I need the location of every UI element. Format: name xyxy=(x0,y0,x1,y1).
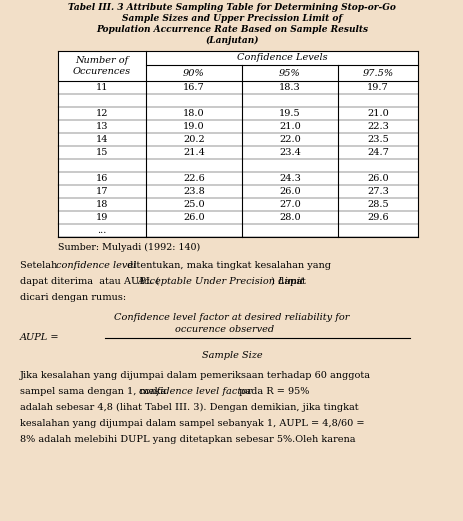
Text: 18: 18 xyxy=(95,200,108,209)
Text: adalah sebesar 4,8 (lihat Tabel III. 3). Dengan demikian, jika tingkat: adalah sebesar 4,8 (lihat Tabel III. 3).… xyxy=(20,403,358,412)
Text: AUPL =: AUPL = xyxy=(20,332,63,341)
Text: 23.8: 23.8 xyxy=(183,187,205,196)
Text: 28.0: 28.0 xyxy=(279,213,300,222)
Text: 27.3: 27.3 xyxy=(366,187,388,196)
Text: 19.7: 19.7 xyxy=(366,83,388,92)
Text: Jika kesalahan yang dijumpai dalam pemeriksaan terhadap 60 anggota: Jika kesalahan yang dijumpai dalam pemer… xyxy=(20,371,370,380)
Bar xyxy=(58,51,417,237)
Text: 19.0: 19.0 xyxy=(183,122,204,131)
Text: 22.3: 22.3 xyxy=(366,122,388,131)
Text: 97.5%: 97.5% xyxy=(362,68,393,78)
Text: 25.0: 25.0 xyxy=(183,200,204,209)
Text: 28.5: 28.5 xyxy=(366,200,388,209)
Text: ...: ... xyxy=(97,226,106,235)
Text: 26.0: 26.0 xyxy=(183,213,204,222)
Text: Sample Sizes and Upper Precission Limit of: Sample Sizes and Upper Precission Limit … xyxy=(122,14,341,23)
Text: 18.0: 18.0 xyxy=(183,109,204,118)
Text: 23.5: 23.5 xyxy=(366,135,388,144)
Text: Sample Size: Sample Size xyxy=(201,351,262,360)
Text: 24.7: 24.7 xyxy=(366,148,388,157)
Text: 23.4: 23.4 xyxy=(278,148,300,157)
Text: 13: 13 xyxy=(95,122,108,131)
Text: Confidence level factor at desired reliability for: Confidence level factor at desired relia… xyxy=(114,313,349,322)
Text: (Lanjutan): (Lanjutan) xyxy=(205,36,258,45)
Text: 19: 19 xyxy=(95,213,108,222)
Text: confidence level factor: confidence level factor xyxy=(139,387,251,396)
Text: 17: 17 xyxy=(95,187,108,196)
Text: confidence level: confidence level xyxy=(56,261,136,270)
Text: Population Accurrence Rate Based on Sample Results: Population Accurrence Rate Based on Samp… xyxy=(96,25,367,34)
Text: ) dapat: ) dapat xyxy=(270,277,305,286)
Text: 24.3: 24.3 xyxy=(278,174,300,183)
Text: 15: 15 xyxy=(95,148,108,157)
Text: 22.6: 22.6 xyxy=(183,174,205,183)
Text: 16: 16 xyxy=(95,174,108,183)
Text: 26.0: 26.0 xyxy=(279,187,300,196)
Text: dapat diterima  atau AUPL (: dapat diterima atau AUPL ( xyxy=(20,277,162,286)
Text: occurence observed: occurence observed xyxy=(175,325,274,334)
Text: Tabel III. 3 Attribute Sampling Table for Determining Stop-or-Go: Tabel III. 3 Attribute Sampling Table fo… xyxy=(68,3,395,12)
Text: 11: 11 xyxy=(95,83,108,92)
Text: 21.4: 21.4 xyxy=(183,148,205,157)
Text: 12: 12 xyxy=(95,109,108,118)
Text: pada R = 95%: pada R = 95% xyxy=(236,387,309,396)
Text: 8% adalah melebihi DUPL yang ditetapkan sebesar 5%.Oleh karena: 8% adalah melebihi DUPL yang ditetapkan … xyxy=(20,435,355,444)
Text: ditentukan, maka tingkat kesalahan yang: ditentukan, maka tingkat kesalahan yang xyxy=(124,261,330,270)
Text: 19.5: 19.5 xyxy=(279,109,300,118)
Text: Number of
Occurences: Number of Occurences xyxy=(73,56,131,76)
Text: Confidence Levels: Confidence Levels xyxy=(236,54,326,63)
Text: 26.0: 26.0 xyxy=(366,174,388,183)
Text: 21.0: 21.0 xyxy=(279,122,300,131)
Text: 95%: 95% xyxy=(279,68,300,78)
Text: dicari dengan rumus:: dicari dengan rumus: xyxy=(20,293,126,302)
Text: 27.0: 27.0 xyxy=(279,200,300,209)
Text: sampel sama dengan 1, maka: sampel sama dengan 1, maka xyxy=(20,387,169,396)
Text: Sumber: Mulyadi (1992: 140): Sumber: Mulyadi (1992: 140) xyxy=(58,243,200,252)
Text: Setelah: Setelah xyxy=(20,261,60,270)
Text: 14: 14 xyxy=(95,135,108,144)
Text: 22.0: 22.0 xyxy=(279,135,300,144)
Text: 90%: 90% xyxy=(183,68,205,78)
Text: Acceptable Under Precision Limit: Acceptable Under Precision Limit xyxy=(138,277,304,286)
Text: 16.7: 16.7 xyxy=(183,83,205,92)
Text: 29.6: 29.6 xyxy=(366,213,388,222)
Text: 21.0: 21.0 xyxy=(366,109,388,118)
Text: kesalahan yang dijumpai dalam sampel sebanyak 1, AUPL = 4,8/60 =: kesalahan yang dijumpai dalam sampel seb… xyxy=(20,419,364,428)
Text: 18.3: 18.3 xyxy=(279,83,300,92)
Text: 20.2: 20.2 xyxy=(183,135,205,144)
